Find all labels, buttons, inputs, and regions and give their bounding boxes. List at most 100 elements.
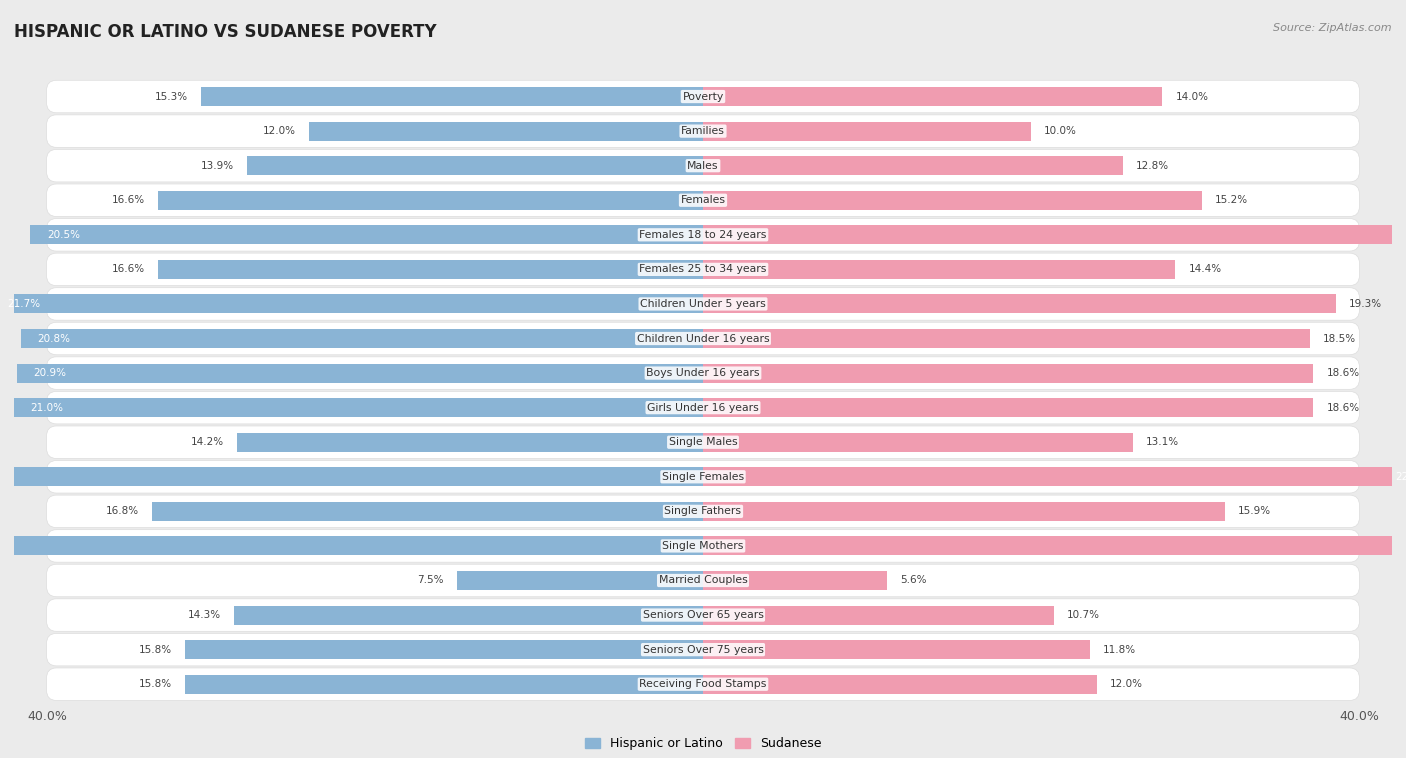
Text: Children Under 5 years: Children Under 5 years — [640, 299, 766, 309]
Text: 15.2%: 15.2% — [1215, 196, 1249, 205]
FancyBboxPatch shape — [46, 253, 1360, 286]
Bar — [152, 502, 703, 521]
FancyBboxPatch shape — [46, 218, 1360, 251]
Bar — [238, 433, 703, 452]
FancyBboxPatch shape — [46, 80, 1360, 113]
Text: 15.8%: 15.8% — [138, 644, 172, 655]
Text: 16.6%: 16.6% — [112, 265, 145, 274]
Bar — [703, 156, 1123, 175]
Text: 7.5%: 7.5% — [418, 575, 444, 585]
Text: Males: Males — [688, 161, 718, 171]
Text: 10.7%: 10.7% — [1067, 610, 1099, 620]
Bar — [0, 537, 703, 556]
Bar — [0, 294, 703, 314]
Text: Children Under 16 years: Children Under 16 years — [637, 334, 769, 343]
Bar — [457, 571, 703, 590]
Bar — [0, 467, 703, 487]
Text: Source: ZipAtlas.com: Source: ZipAtlas.com — [1274, 23, 1392, 33]
Text: 16.8%: 16.8% — [105, 506, 139, 516]
Text: Girls Under 16 years: Girls Under 16 years — [647, 402, 759, 412]
Text: Married Couples: Married Couples — [658, 575, 748, 585]
FancyBboxPatch shape — [46, 564, 1360, 597]
Bar — [201, 87, 703, 106]
Text: 10.0%: 10.0% — [1045, 126, 1077, 136]
Bar — [31, 225, 703, 244]
Bar — [703, 675, 1097, 694]
Legend: Hispanic or Latino, Sudanese: Hispanic or Latino, Sudanese — [579, 732, 827, 755]
Text: 14.4%: 14.4% — [1188, 265, 1222, 274]
Bar — [703, 329, 1310, 348]
Bar — [14, 398, 703, 417]
Text: Females: Females — [681, 196, 725, 205]
Text: 20.5%: 20.5% — [46, 230, 80, 240]
Text: 18.6%: 18.6% — [1326, 402, 1360, 412]
Bar — [159, 191, 703, 210]
Text: 20.9%: 20.9% — [34, 368, 66, 378]
Bar — [17, 364, 703, 383]
Text: 12.8%: 12.8% — [1136, 161, 1170, 171]
Bar — [703, 364, 1313, 383]
FancyBboxPatch shape — [46, 115, 1360, 147]
Text: Females 25 to 34 years: Females 25 to 34 years — [640, 265, 766, 274]
Bar — [703, 260, 1175, 279]
Bar — [703, 433, 1133, 452]
Text: 14.2%: 14.2% — [191, 437, 224, 447]
FancyBboxPatch shape — [46, 149, 1360, 182]
Text: Single Mothers: Single Mothers — [662, 541, 744, 551]
Bar — [703, 640, 1090, 659]
Text: 13.1%: 13.1% — [1146, 437, 1180, 447]
Text: 11.8%: 11.8% — [1104, 644, 1136, 655]
Bar — [703, 606, 1054, 625]
Bar — [703, 398, 1313, 417]
Text: Receiving Food Stamps: Receiving Food Stamps — [640, 679, 766, 689]
FancyBboxPatch shape — [46, 668, 1360, 700]
Text: Single Males: Single Males — [669, 437, 737, 447]
Text: 19.3%: 19.3% — [1350, 299, 1382, 309]
FancyBboxPatch shape — [46, 634, 1360, 666]
FancyBboxPatch shape — [46, 357, 1360, 390]
Text: Single Females: Single Females — [662, 471, 744, 482]
Text: Boys Under 16 years: Boys Under 16 years — [647, 368, 759, 378]
FancyBboxPatch shape — [46, 322, 1360, 355]
Text: Families: Families — [681, 126, 725, 136]
Text: 12.0%: 12.0% — [1109, 679, 1143, 689]
Text: 21.0%: 21.0% — [31, 402, 63, 412]
Text: 13.9%: 13.9% — [201, 161, 233, 171]
Bar — [233, 606, 703, 625]
FancyBboxPatch shape — [46, 461, 1360, 493]
FancyBboxPatch shape — [46, 530, 1360, 562]
FancyBboxPatch shape — [46, 184, 1360, 217]
FancyBboxPatch shape — [46, 426, 1360, 459]
Bar — [21, 329, 703, 348]
FancyBboxPatch shape — [46, 599, 1360, 631]
Bar — [184, 640, 703, 659]
Text: 5.6%: 5.6% — [900, 575, 927, 585]
Text: 18.5%: 18.5% — [1323, 334, 1357, 343]
Text: 15.3%: 15.3% — [155, 92, 188, 102]
Text: 20.8%: 20.8% — [37, 334, 70, 343]
Text: 22.6%: 22.6% — [1395, 471, 1406, 482]
Bar — [703, 502, 1225, 521]
Bar — [703, 294, 1336, 314]
Text: 12.0%: 12.0% — [263, 126, 297, 136]
Bar — [703, 121, 1031, 141]
Text: 18.6%: 18.6% — [1326, 368, 1360, 378]
Bar — [703, 87, 1163, 106]
Text: Females 18 to 24 years: Females 18 to 24 years — [640, 230, 766, 240]
Bar — [309, 121, 703, 141]
Bar — [703, 571, 887, 590]
Bar — [703, 225, 1406, 244]
Text: 21.7%: 21.7% — [7, 299, 41, 309]
FancyBboxPatch shape — [46, 391, 1360, 424]
Text: 14.3%: 14.3% — [187, 610, 221, 620]
FancyBboxPatch shape — [46, 495, 1360, 528]
Bar — [703, 467, 1406, 487]
Text: Seniors Over 75 years: Seniors Over 75 years — [643, 644, 763, 655]
Bar — [159, 260, 703, 279]
Bar — [247, 156, 703, 175]
Text: Single Fathers: Single Fathers — [665, 506, 741, 516]
Bar — [703, 537, 1406, 556]
Text: 14.0%: 14.0% — [1175, 92, 1208, 102]
Text: 15.8%: 15.8% — [138, 679, 172, 689]
Text: Seniors Over 65 years: Seniors Over 65 years — [643, 610, 763, 620]
